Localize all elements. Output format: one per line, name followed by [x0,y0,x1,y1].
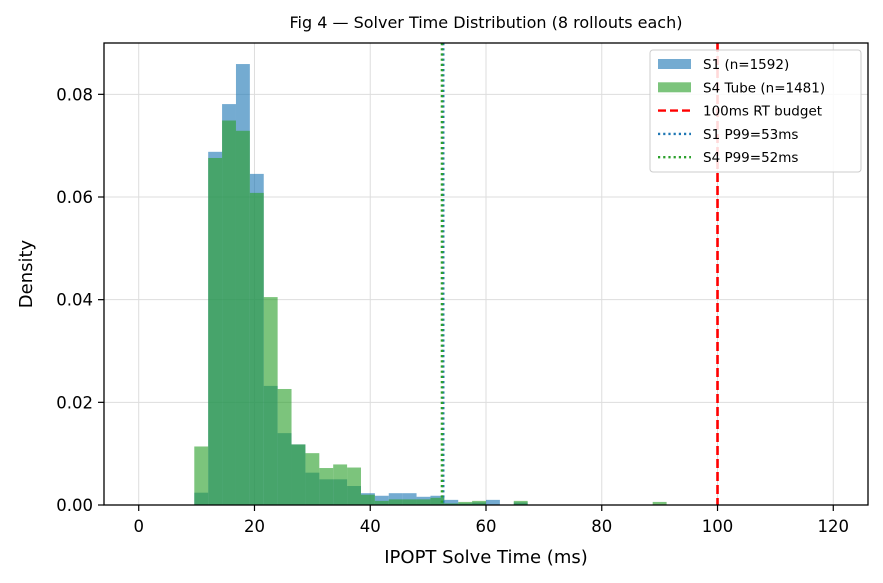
histogram-bar [305,453,320,505]
x-axis-label: IPOPT Solve Time (ms) [384,547,588,568]
x-axis: 0 20 40 60 80 100 120 [133,505,849,536]
x-tick-label: 20 [244,517,265,536]
histogram-bar [249,192,264,506]
histogram-bars [194,64,667,506]
x-tick-label: 100 [702,517,734,536]
legend-label: 100ms RT budget [703,104,822,120]
y-tick-label: 0.06 [56,188,93,207]
legend: S1 (n=1592) S4 Tube (n=1481) 100ms RT budg… [649,49,862,173]
y-tick-label: 0.04 [56,291,93,310]
y-tick-label: 0.02 [56,393,93,412]
y-tick-label: 0.00 [56,496,93,515]
chart-title: Fig 4 — Solver Time Distribution (8 roll… [290,13,683,32]
legend-label: S1 P99=53ms [703,127,798,143]
legend-item: S4 Tube (n=1481) [658,80,825,96]
histogram-bar [486,499,500,505]
legend-label: S4 Tube (n=1481) [703,80,825,96]
legend-item: 100ms RT budget [658,104,822,120]
histogram-bar [374,500,389,505]
histogram-bar [513,500,528,505]
legend-swatch [658,59,691,69]
reference-lines [440,43,719,505]
histogram-bar [402,493,417,505]
histogram-bar [333,464,348,505]
histogram-bar [652,501,667,505]
legend-label: S4 P99=52ms [703,150,798,166]
histogram-bar [374,495,389,505]
histogram-bar [235,130,250,505]
histogram-bar [360,494,375,505]
x-tick-label: 80 [591,517,612,536]
legend-item: S1 (n=1592) [658,57,789,73]
histogram-bar [347,467,361,505]
histogram-bar [291,444,306,505]
histogram-bar [388,493,403,505]
histogram-bar [263,297,278,505]
histogram-bar [208,157,223,505]
y-axis-label: Density [16,239,37,308]
histogram-bar [194,446,209,505]
series-2 [194,120,667,506]
histogram-bar [416,499,431,505]
histogram-bar [444,503,459,505]
histogram-bar [222,120,236,505]
histogram-bar [472,500,486,505]
x-tick-label: 60 [476,517,497,536]
legend-item: S4 P99=52ms [658,150,798,166]
histogram-bar [402,499,417,505]
legend-box [649,49,862,173]
legend-item: S1 P99=53ms [658,127,798,143]
histogram-bar [277,388,292,505]
y-axis: 0.00 0.02 0.04 0.06 0.08 [56,85,104,515]
legend-swatch [658,82,691,93]
histogram-bar [388,499,403,505]
y-tick-label: 0.08 [56,85,93,104]
histogram-bar [458,501,473,505]
x-tick-label: 40 [360,517,381,536]
histogram-bar [444,499,459,505]
legend-label: S1 (n=1592) [703,57,789,73]
histogram-bar [319,468,334,505]
x-tick-label: 0 [133,517,144,536]
histogram-bar [430,497,445,505]
x-tick-label: 120 [818,517,850,536]
